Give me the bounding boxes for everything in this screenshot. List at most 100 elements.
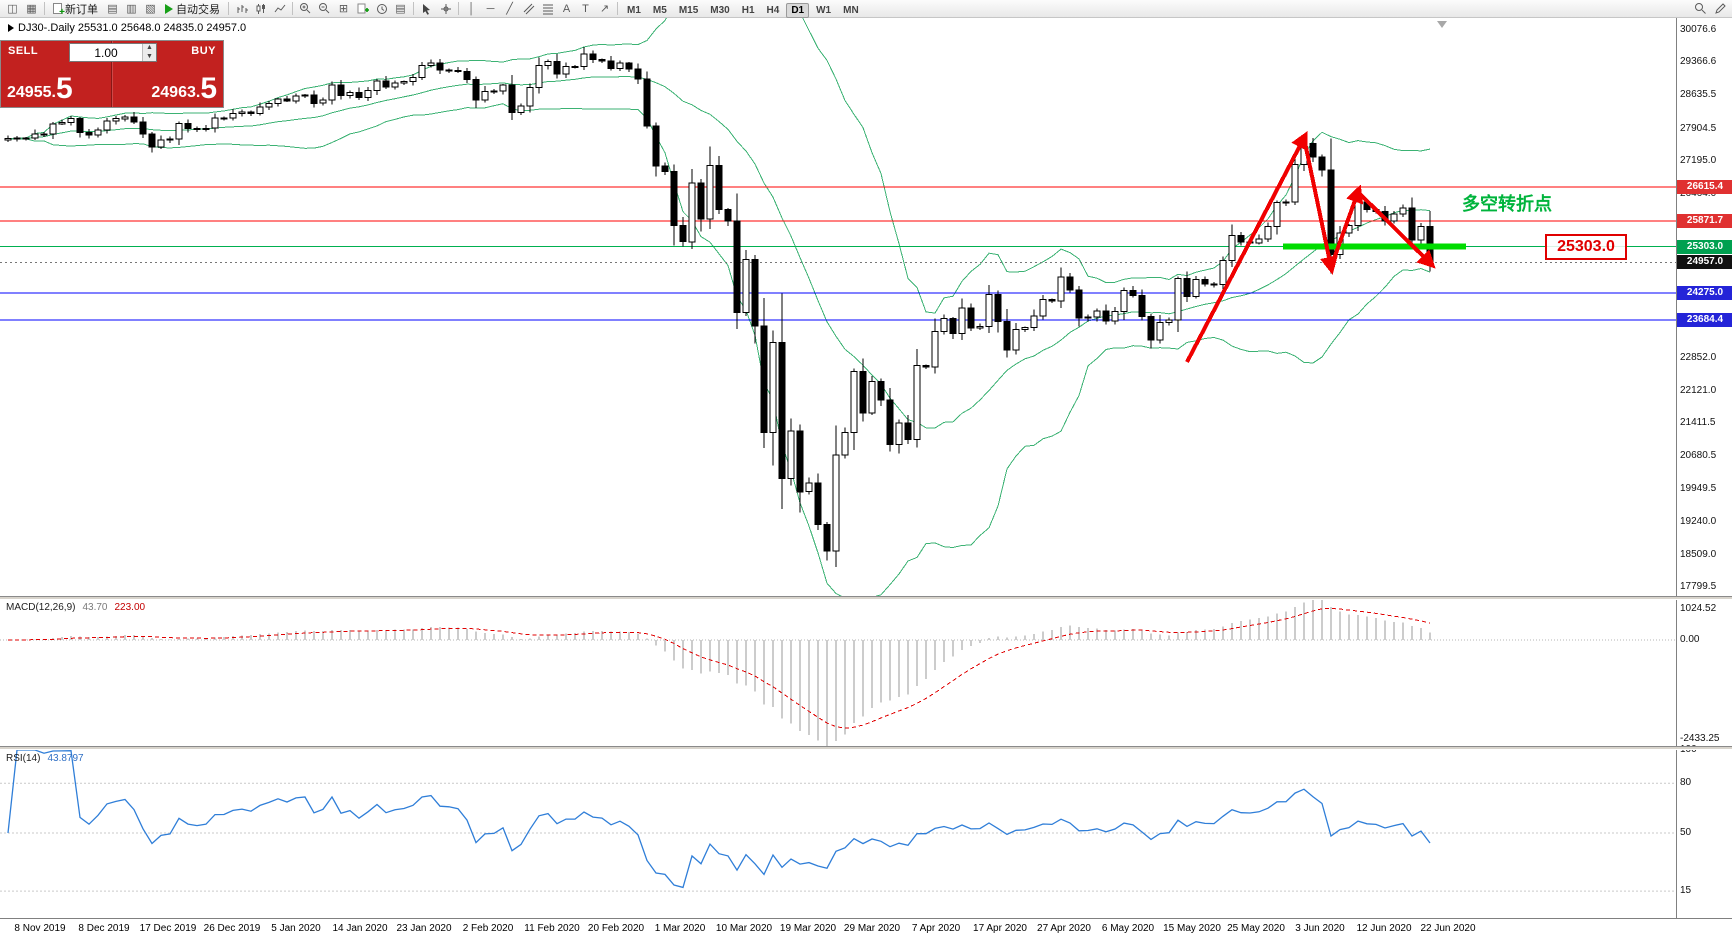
date-axis-label: 8 Dec 2019 <box>78 923 130 934</box>
pane-separator[interactable] <box>0 596 1732 600</box>
buy-price: 24963. 5 <box>151 72 217 106</box>
date-axis-label: 6 May 2020 <box>1101 923 1155 934</box>
date-axis-label: 26 Dec 2019 <box>203 923 261 934</box>
toolbar-right-group <box>1691 1 1729 17</box>
price-axis-label: 21411.5 <box>1680 417 1716 428</box>
market-watch-icon[interactable]: ▤ <box>107 3 118 15</box>
buy-label: BUY <box>191 45 216 57</box>
macd-value-main: 43.70 <box>82 602 108 613</box>
timeframe-button-m1[interactable]: M1 <box>627 4 641 16</box>
date-axis-label: 12 Jun 2020 <box>1356 923 1412 934</box>
text-icon[interactable]: A <box>562 2 571 15</box>
volume-input[interactable] <box>70 45 142 60</box>
main-chart-pane[interactable] <box>0 18 1676 596</box>
horizontal-line-icon[interactable]: ─ <box>486 2 495 15</box>
arrows-tool-icon[interactable]: ↗ <box>599 3 610 15</box>
cursor-icon[interactable] <box>417 1 436 17</box>
price-axis-label: 22852.0 <box>1680 352 1717 363</box>
label-icon[interactable]: T <box>582 2 589 15</box>
date-axis-label: 8 Nov 2019 <box>14 923 66 934</box>
support-price-label: 25303.0 <box>1545 234 1627 260</box>
autotrade-button[interactable]: 自动交易 <box>160 1 225 17</box>
new-order-icon <box>53 3 65 18</box>
date-axis-label: 25 May 2020 <box>1227 923 1285 934</box>
channel-icon[interactable] <box>519 1 538 17</box>
buy-button[interactable]: BUY 24963. 5 <box>112 41 223 107</box>
price-axis-label: 19949.5 <box>1680 483 1717 494</box>
trendline-icon[interactable]: ╱ <box>506 3 513 15</box>
symbol-ohlc-header: DJ30-.Daily 25531.0 25648.0 24835.0 2495… <box>8 22 246 34</box>
collapse-triangle-icon[interactable] <box>8 24 14 32</box>
toolbar: ◫ ▦ 新订单 ▤ ▥ ▧ 自动交易 ⊞ ▤ │ ─ ╱ A <box>0 0 1732 18</box>
date-axis-label: 11 Feb 2020 <box>524 923 580 934</box>
edit-icon[interactable] <box>1710 1 1729 17</box>
timeframe-button-m15[interactable]: M15 <box>678 4 699 16</box>
timeframe-button-h1[interactable]: H1 <box>741 4 755 16</box>
toolbar-separator <box>413 2 414 15</box>
price-axis-label: 30076.6 <box>1680 24 1717 35</box>
timeframe-button-mn[interactable]: MN <box>843 4 859 16</box>
navigator-icon[interactable]: ▥ <box>126 3 137 15</box>
sell-button[interactable]: SELL 24955. 5 <box>1 41 112 107</box>
new-order-button[interactable]: 新订单 <box>48 1 103 18</box>
price-axis-label: 20680.5 <box>1680 450 1717 461</box>
sell-label: SELL <box>8 45 39 57</box>
bar-chart-icon[interactable] <box>232 1 251 17</box>
timeframe-button-d1[interactable]: D1 <box>786 2 810 18</box>
candlestick-icon[interactable] <box>251 1 270 17</box>
templates-icon[interactable]: ▤ <box>395 3 406 15</box>
timeframe-button-h4[interactable]: H4 <box>766 4 780 16</box>
date-axis-label: 17 Dec 2019 <box>139 923 197 934</box>
toolbar-separator <box>292 2 293 15</box>
fibonacci-icon[interactable] <box>538 1 557 17</box>
zoom-out-icon[interactable] <box>315 1 334 17</box>
timeframe-button-m5[interactable]: M5 <box>652 4 667 16</box>
chart-window-icon[interactable]: ◫ <box>7 3 18 15</box>
toolbar-separator <box>617 2 618 15</box>
autotrade-play-icon <box>165 3 173 14</box>
price-line-badge: 24275.0 <box>1677 286 1732 300</box>
price-line-badge: 25871.7 <box>1677 214 1732 228</box>
price-axis[interactable]: 30076.629366.628635.527904.527195.026464… <box>1676 18 1732 918</box>
price-axis-label: 22121.0 <box>1680 385 1717 396</box>
rsi-scale-label: 15 <box>1680 885 1692 896</box>
price-axis-label: 28635.5 <box>1680 89 1717 100</box>
date-axis-label: 14 Jan 2020 <box>332 923 388 934</box>
macd-scale-label: -2433.25 <box>1680 733 1720 744</box>
rsi-pane[interactable] <box>0 750 1676 916</box>
volume-up-button[interactable]: ▲ <box>143 44 156 53</box>
timeframe-button-m30[interactable]: M30 <box>710 4 730 16</box>
macd-pane[interactable] <box>0 600 1676 746</box>
date-axis-label: 5 Jan 2020 <box>271 923 321 934</box>
macd-header: MACD(12,26,9) 43.70 223.00 <box>6 602 145 613</box>
chart-shift-marker[interactable] <box>1437 21 1447 28</box>
crosshair-icon[interactable] <box>436 1 455 17</box>
volume-down-button[interactable]: ▼ <box>143 52 156 61</box>
rsi-scale-label: 80 <box>1680 777 1692 788</box>
date-axis-label: 7 Apr 2020 <box>911 923 961 934</box>
price-line-badge: 23684.4 <box>1677 313 1732 327</box>
date-axis-label: 22 Jun 2020 <box>1420 923 1476 934</box>
chart-layout-icon[interactable]: ▦ <box>26 3 37 15</box>
rsi-header: RSI(14) 43.8797 <box>6 753 84 764</box>
zoom-in-icon[interactable] <box>296 1 315 17</box>
pane-separator[interactable] <box>0 746 1732 750</box>
line-chart-icon[interactable] <box>270 1 289 17</box>
autotrade-label: 自动交易 <box>176 3 220 16</box>
terminal-icon[interactable]: ▧ <box>145 3 156 15</box>
timeframe-button-w1[interactable]: W1 <box>816 4 832 16</box>
macd-label: MACD(12,26,9) <box>6 602 76 613</box>
turning-point-annotation: 多空转折点 <box>1462 194 1552 214</box>
periods-icon[interactable] <box>372 1 391 17</box>
macd-scale-label: 1024.52 <box>1680 603 1717 614</box>
volume-box: ▲ ▼ <box>69 43 157 62</box>
vertical-line-icon[interactable]: │ <box>468 2 475 15</box>
rsi-scale-label: 50 <box>1680 827 1692 838</box>
date-axis[interactable]: 8 Nov 2019 8 Dec 2019 17 Dec 2019 26 Dec 20… <box>0 918 1732 939</box>
tile-windows-icon[interactable]: ⊞ <box>338 3 349 15</box>
search-icon[interactable] <box>1691 1 1710 17</box>
price-axis-label: 17799.5 <box>1680 581 1717 592</box>
date-axis-label: 23 Jan 2020 <box>396 923 452 934</box>
indicators-icon[interactable] <box>353 1 372 17</box>
price-axis-label: 27195.0 <box>1680 155 1717 166</box>
